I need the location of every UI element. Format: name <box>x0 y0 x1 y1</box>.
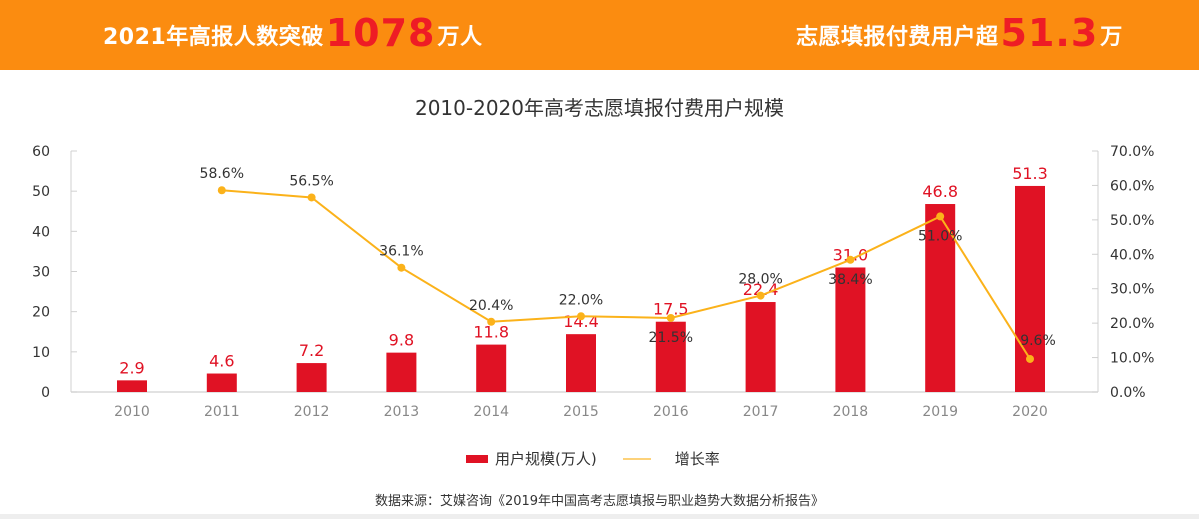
growth-rate-point <box>936 212 945 221</box>
line-series <box>217 186 1034 363</box>
bottom-divider <box>0 514 1199 519</box>
x-tick-labels: 2010 2011 2012 2013 2014 2015 2016 2017 2018 2019… <box>114 404 1048 420</box>
y-left-tick-label: 50 <box>32 184 50 200</box>
bar-value-label: 4.6 <box>209 352 234 371</box>
line-data-labels: 58.6% 56.5% 36.1% 20.4% 22.0% 21.5% 28.0% 38.4%… <box>200 166 1056 349</box>
x-tick-label: 2017 <box>743 404 779 420</box>
y-right-tick-label: 20.0% <box>1110 316 1154 332</box>
growth-rate-label: 21.5% <box>649 330 693 346</box>
bar-value-label: 31.0 <box>833 245 869 264</box>
banner-right-prefix: 志愿填报付费用户超 <box>796 25 999 50</box>
x-tick-label: 2010 <box>114 404 150 420</box>
bar <box>206 373 237 392</box>
bar-value-label: 9.8 <box>389 331 414 350</box>
bar <box>476 344 507 392</box>
bar <box>655 321 686 392</box>
banner-headline-applicants: 2021年高报人数突破 1078 万人 <box>103 0 483 70</box>
legend-label-users: 用户规模(万人) <box>495 450 597 468</box>
growth-rate-point <box>1026 354 1034 363</box>
bar <box>386 352 417 392</box>
bar-data-labels: 2.9 4.67.29.8 11.814.417.522.431.046.851.3 <box>119 164 1048 377</box>
bar-value-label: 17.5 <box>653 300 689 319</box>
banner-left-prefix: 2021年高报人数突破 <box>103 25 324 50</box>
growth-rate-line <box>221 189 1031 360</box>
growth-rate-point <box>487 317 496 326</box>
y-right-tick-label: 50.0% <box>1110 213 1154 229</box>
banner-headline-paid-users: 志愿填报付费用户超 51.3 万 <box>796 0 1123 70</box>
chart-axes: 0 10 20 30 40 50 60 0.0% 10.0% 20.0% 30.0% 40.0% 50.… <box>32 144 1154 401</box>
y-right-tick-label: 10.0% <box>1110 351 1154 367</box>
bar <box>117 380 147 392</box>
growth-rate-point <box>577 312 585 321</box>
y-right-tick-label: 70.0% <box>1110 144 1154 160</box>
growth-rate-point <box>397 263 406 272</box>
growth-rate-point <box>666 313 675 322</box>
bar <box>566 334 596 392</box>
source-note: 数据来源：艾媒咨询《2019年中国高考志愿填报与职业趋势大数据分析报告》 <box>374 494 825 509</box>
bar-value-label: 11.8 <box>473 323 509 342</box>
y-right-tick-label: 0.0% <box>1110 385 1146 401</box>
bar-value-label: 22.4 <box>743 280 779 299</box>
y-left-tick-label: 40 <box>32 224 50 240</box>
bar <box>925 204 956 392</box>
growth-rate-label: 56.5% <box>289 173 333 189</box>
banner-right-number: 51.3 <box>1000 11 1099 55</box>
y-left-tick-label: 30 <box>32 265 50 281</box>
growth-rate-label: 20.4% <box>469 298 513 314</box>
legend-label-growth: 增长率 <box>674 450 720 468</box>
growth-rate-point <box>217 186 226 195</box>
y-right-tick-label: 40.0% <box>1110 247 1154 263</box>
legend-line-swatch <box>622 457 651 460</box>
growth-rate-label: 9.6% <box>1020 333 1056 349</box>
growth-rate-label: 58.6% <box>200 166 244 182</box>
bar-value-label: 46.8 <box>922 182 958 201</box>
y-left-tick-label: 10 <box>32 345 50 361</box>
growth-rate-label: 36.1% <box>379 244 423 260</box>
x-tick-label: 2016 <box>653 404 689 420</box>
top-banner: 2021年高报人数突破 1078 万人 志愿填报付费用户超 51.3 万 <box>0 0 1199 70</box>
x-tick-label: 2014 <box>473 404 509 420</box>
growth-rate-label: 28.0% <box>738 272 782 288</box>
banner-left-suffix: 万人 <box>437 25 483 50</box>
bar-series <box>117 185 1045 392</box>
bar-value-label: 2.9 <box>119 358 144 377</box>
banner-right-suffix: 万 <box>1100 25 1123 50</box>
growth-rate-label: 22.0% <box>559 292 603 308</box>
growth-rate-point <box>756 291 765 300</box>
chart-title: 2010-2020年高考志愿填报付费用户规模 <box>414 96 784 120</box>
x-tick-label: 2013 <box>384 404 420 420</box>
bar <box>745 302 776 392</box>
banner-left-number: 1078 <box>325 11 436 55</box>
y-left-tick-label: 60 <box>32 144 50 160</box>
y-right-tick-label: 30.0% <box>1110 282 1154 298</box>
growth-rate-point <box>307 193 316 202</box>
bar-value-label: 7.2 <box>299 341 324 360</box>
bar <box>835 267 866 392</box>
growth-rate-point <box>846 255 855 264</box>
x-tick-label: 2020 <box>1012 404 1048 420</box>
bar-value-label: 51.3 <box>1012 164 1048 183</box>
legend-bar-swatch <box>466 454 488 463</box>
x-tick-label: 2015 <box>563 404 599 420</box>
chart-legend: 用户规模(万人) 增长率 <box>466 448 720 469</box>
growth-rate-label: 51.0% <box>918 228 962 244</box>
x-tick-label: 2019 <box>922 404 958 420</box>
x-tick-label: 2012 <box>294 404 330 420</box>
y-left-tick-label: 20 <box>32 305 50 321</box>
y-left-tick-label: 0 <box>41 385 50 401</box>
bar <box>296 363 327 392</box>
y-right-tick-label: 60.0% <box>1110 178 1154 194</box>
x-tick-label: 2011 <box>204 404 240 420</box>
growth-rate-label: 38.4% <box>828 272 872 288</box>
x-tick-label: 2018 <box>833 404 869 420</box>
